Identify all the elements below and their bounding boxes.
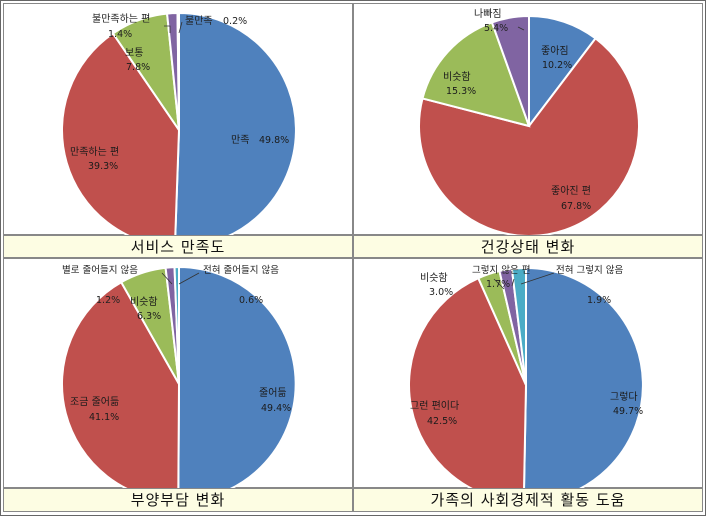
leader-line: [493, 278, 505, 290]
slice-pct-전혀-줄어들지-않음: 0.6%: [239, 295, 263, 306]
caption-service-satisfaction: 서비스 만족도: [3, 235, 353, 258]
panel-service-satisfaction: 만족 49.8% 만족하는 편 39.3% 보통 7.8% 불만족하는 편 1.…: [3, 3, 353, 236]
slice-label-전혀-그렇지-않음: 전혀 그렇지 않음: [556, 265, 623, 276]
leader-line: [511, 278, 515, 287]
pie-slice-전혀-그렇지-않음: [510, 266, 527, 386]
slice-pct-불만족하는-편: 1.4%: [108, 29, 132, 40]
caption-care-burden: 부양부담 변화: [3, 488, 353, 512]
pie-slice-그런-편이다: [408, 276, 528, 489]
slice-pct-줄어듦: 49.4%: [261, 403, 291, 414]
pie-care-burden: 줄어듦 49.4% 조금 줄어듦 41.1% 비슷함 6.3% 별로 줄어들지 …: [61, 265, 297, 489]
slice-label-보통: 보통: [125, 47, 143, 59]
pie-slice-만족하는-편: [61, 32, 181, 236]
pie-slice-좋아짐: [528, 14, 597, 129]
slice-pct-만족하는-편: 39.3%: [88, 161, 118, 172]
slice-pct-비슷함: 15.3%: [446, 86, 476, 97]
leader-line: [161, 272, 173, 285]
leader-line: [164, 25, 171, 33]
slice-pct-나빠짐: 5.4%: [484, 23, 508, 34]
slice-pct-그런-편이다: 42.5%: [427, 416, 457, 427]
leader-line: [520, 272, 555, 285]
pie-slice-좋아진-편: [418, 36, 640, 236]
slice-label-비슷함: 비슷함: [443, 71, 471, 83]
slice-pct-별로-줄어들지-않음: 1.2%: [96, 295, 120, 306]
slice-pct-만족: 49.8%: [259, 135, 289, 146]
slice-label-줄어듦: 줄어듦: [259, 387, 287, 399]
slice-label-비슷함: 비슷함: [130, 296, 158, 308]
slice-label-그런-편이다: 그런 편이다: [410, 400, 459, 412]
panel-family-activity: 그렇다 49.7% 그런 편이다 42.5% 비슷함 3.0% 그렇지 않은 편…: [353, 258, 703, 489]
slice-label-그렇지-않은-편: 그렇지 않은 편: [472, 264, 530, 276]
slice-label-그렇다: 그렇다: [610, 390, 638, 403]
pie-service-satisfaction: 만족 49.8% 만족하는 편 39.3% 보통 7.8% 불만족하는 편 1.…: [61, 11, 297, 236]
slice-label-만족하는-편: 만족하는 편: [70, 145, 119, 158]
pie-family-activity: 그렇다 49.7% 그런 편이다 42.5% 비슷함 3.0% 그렇지 않은 편…: [408, 264, 644, 489]
slice-label-비슷함: 비슷함: [420, 272, 448, 284]
slice-pct-비슷함: 3.0%: [429, 287, 453, 298]
pie-slice-줄어듦: [177, 265, 297, 489]
slice-pct-그렇다: 49.7%: [613, 406, 643, 417]
slice-pct-조금-줄어듦: 41.1%: [89, 412, 119, 423]
pie-health-change: 좋아짐 10.2% 좋아진 편 67.8% 비슷함 15.3% 나빠짐 5.4%: [418, 8, 640, 236]
leader-line: [517, 26, 525, 31]
slice-label-조금-줄어듦: 조금 줄어듦: [70, 396, 119, 408]
caption-family-activity: 가족의 사회경제적 활동 도움: [353, 488, 703, 512]
slice-label-만족: 만족: [231, 134, 249, 146]
slice-label-불만족하는-편: 불만족하는 편: [92, 12, 150, 25]
pie-slice-만족: [174, 11, 297, 236]
caption-health-change: 건강상태 변화: [353, 235, 703, 258]
pie-slice-전혀-줄어들지-않음: [173, 265, 180, 385]
slice-label-좋아진-편: 좋아진 편: [551, 185, 591, 197]
slice-label-별로-줄어들지-않음: 별로 줄어들지 않음: [62, 265, 138, 276]
pie-slice-그렇다: [523, 266, 644, 489]
slice-label-좋아짐: 좋아짐: [541, 45, 569, 57]
leader-line: [178, 21, 183, 34]
slice-label-나빠짐: 나빠짐: [474, 8, 502, 20]
pie-slice-나빠짐: [490, 14, 530, 127]
slice-pct-좋아짐: 10.2%: [542, 60, 572, 71]
panel-health-change: 좋아짐 10.2% 좋아진 편 67.8% 비슷함 15.3% 나빠짐 5.4%: [353, 3, 703, 236]
leader-line: [178, 272, 200, 285]
slice-pct-그렇지-않은-편: 1.7%: [486, 279, 510, 290]
slice-pct-불만족: 0.2%: [223, 16, 247, 27]
slice-label-불만족: 불만족: [185, 15, 213, 27]
slice-pct-보통: 7.8%: [126, 62, 150, 73]
slice-pct-비슷함: 6.3%: [137, 311, 161, 322]
panel-care-burden: 줄어듦 49.4% 조금 줄어듦 41.1% 비슷함 6.3% 별로 줄어들지 …: [3, 258, 353, 489]
pie-slice-비슷함: [421, 21, 531, 128]
pie-slice-불만족: [176, 11, 180, 131]
slice-pct-좋아진-편: 67.8%: [561, 201, 591, 212]
slice-label-전혀-줄어들지-않음: 전혀 줄어들지 않음: [203, 265, 279, 276]
slice-pct-전혀-그렇지-않음: 1.9%: [587, 295, 611, 306]
